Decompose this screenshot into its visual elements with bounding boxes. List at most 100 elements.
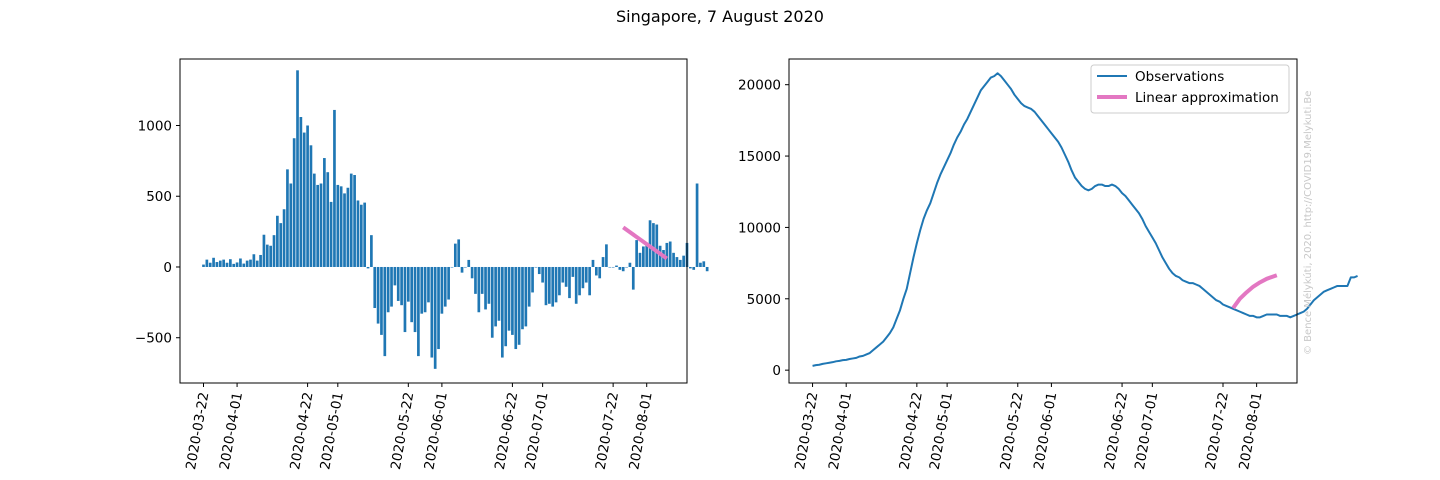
daily-change-bar <box>642 246 645 267</box>
legend-label-linear-approximation: Linear approximation <box>1135 90 1279 106</box>
daily-change-bar <box>450 266 454 268</box>
daily-change-bar <box>433 266 437 369</box>
daily-change-bar <box>245 260 249 267</box>
left-x-tick-label: 2020-03-22 <box>183 391 212 471</box>
daily-change-bar <box>218 260 222 267</box>
right-y-axis: 0 5000 10000 15000 20000 <box>738 78 789 379</box>
daily-change-bar <box>457 239 461 267</box>
daily-change-bar <box>272 235 276 267</box>
daily-change-bar <box>205 259 209 267</box>
daily-change-bar <box>561 266 565 283</box>
right-y-tick-label: 20000 <box>738 78 781 94</box>
daily-change-bar <box>678 259 682 267</box>
daily-change-bar <box>316 184 320 267</box>
daily-change-bar <box>427 266 430 303</box>
left-chart: −500 0 500 1000 2020-03-22 2020-04-01 2020-04… <box>135 58 709 471</box>
daily-change-bar <box>598 266 602 279</box>
daily-change-bar <box>366 266 370 269</box>
daily-change-bar <box>380 266 383 335</box>
daily-change-bar <box>296 70 299 267</box>
daily-change-bar <box>286 169 289 267</box>
daily-change-bar <box>551 266 555 307</box>
right-x-tick-label: 2020-07-01 <box>1132 391 1161 471</box>
daily-change-bar <box>289 183 293 267</box>
right-x-tick-label: 2020-07-22 <box>1203 391 1232 471</box>
daily-change-bar <box>208 262 212 267</box>
daily-change-bar <box>215 262 219 267</box>
daily-change-bar <box>393 266 397 286</box>
right-y-tick-label: 15000 <box>738 149 781 165</box>
right-x-tick-label: 2020-06-22 <box>1102 391 1131 471</box>
daily-change-bar <box>323 158 326 267</box>
daily-change-bar <box>581 266 585 289</box>
daily-change-bar <box>235 262 239 267</box>
daily-change-bar <box>514 266 518 350</box>
daily-change-bar <box>504 266 508 347</box>
daily-change-bar <box>353 175 356 267</box>
daily-change-bar <box>524 266 528 327</box>
daily-change-bar <box>564 266 568 287</box>
daily-change-bar <box>544 266 548 306</box>
daily-change-bar <box>658 245 662 267</box>
daily-change-bar <box>390 266 393 307</box>
daily-change-bar <box>346 187 350 267</box>
left-y-tick-label: 1000 <box>138 118 172 134</box>
daily-change-bar <box>655 224 659 267</box>
daily-change-bar <box>605 244 608 267</box>
daily-change-bar <box>326 172 330 267</box>
left-y-tick-label: 0 <box>163 260 172 276</box>
daily-change-bar <box>534 266 538 268</box>
daily-change-bar <box>631 266 635 290</box>
daily-change-bar <box>507 266 511 331</box>
daily-change-bar <box>239 258 242 267</box>
daily-change-bar <box>490 266 494 338</box>
daily-change-bar <box>333 109 336 267</box>
daily-change-bar <box>500 266 504 358</box>
right-x-axis: 2020-03-22 2020-04-01 2020-04-22 2020-05-01… <box>792 383 1266 471</box>
daily-change-bar <box>554 266 558 303</box>
right-x-tick-label: 2020-05-22 <box>997 391 1026 471</box>
daily-change-bar <box>470 266 474 279</box>
daily-change-bar <box>232 263 236 267</box>
daily-change-bar <box>242 263 246 267</box>
daily-change-bar <box>386 266 390 313</box>
daily-change-bar <box>571 266 575 277</box>
legend-label-observations: Observations <box>1135 69 1224 85</box>
daily-change-bar <box>356 200 360 267</box>
daily-change-bar <box>460 266 464 273</box>
daily-change-bar <box>343 193 346 267</box>
left-x-axis: 2020-03-22 2020-04-01 2020-04-22 2020-05-01… <box>183 383 656 471</box>
daily-change-bar <box>302 132 306 267</box>
daily-change-bar <box>312 173 316 267</box>
daily-change-bar <box>601 257 605 267</box>
daily-change-bar <box>262 234 266 267</box>
daily-change-bar <box>699 262 702 267</box>
daily-change-bar <box>406 266 410 302</box>
daily-change-bar <box>527 266 531 307</box>
daily-change-bar <box>467 259 471 267</box>
daily-change-bar <box>648 220 652 267</box>
figure-title: Singapore, 7 August 2020 <box>616 7 824 26</box>
left-y-axis: −500 0 500 1000 <box>135 118 180 347</box>
daily-change-bar <box>521 266 524 330</box>
daily-change-bar <box>477 266 481 313</box>
daily-change-bar <box>437 266 440 350</box>
daily-change-bar <box>574 266 578 304</box>
right-x-tick-label: 2020-04-22 <box>896 391 925 471</box>
daily-change-bar <box>537 266 541 275</box>
daily-change-bar <box>276 215 279 267</box>
left-x-tick-label: 2020-06-01 <box>421 391 450 471</box>
daily-change-bar <box>474 266 477 294</box>
daily-change-bar <box>578 266 581 296</box>
daily-change-bar <box>299 117 303 267</box>
left-y-tick-label: 500 <box>146 189 172 205</box>
daily-change-bar <box>376 266 380 324</box>
daily-change-bar <box>410 266 414 323</box>
daily-change-bar <box>306 125 309 267</box>
right-plot-frame <box>788 58 1298 384</box>
daily-change-bar <box>447 266 450 300</box>
daily-change-bar <box>665 242 669 267</box>
left-approximation-lines <box>622 225 669 261</box>
left-y-tick-label: −500 <box>135 331 172 347</box>
